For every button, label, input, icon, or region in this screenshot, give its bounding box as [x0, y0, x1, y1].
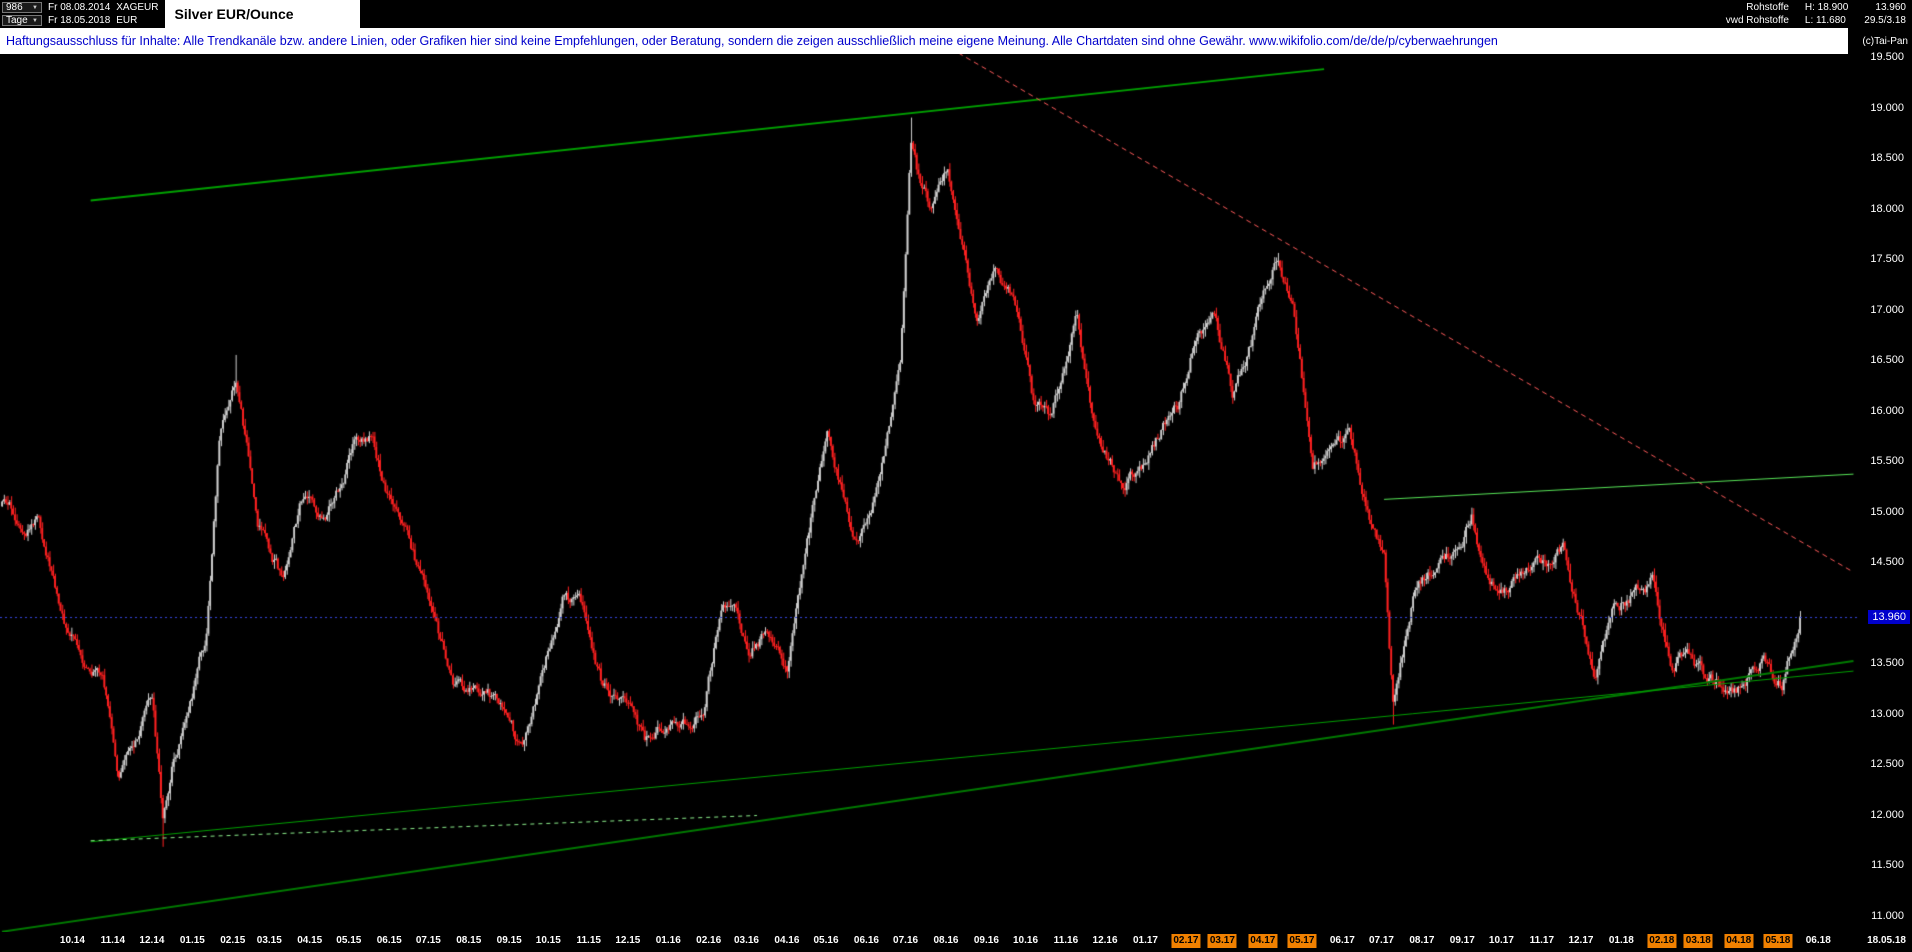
- x-axis-month-label: 06.17: [1329, 935, 1355, 946]
- x-axis-month-label: 12.17: [1568, 935, 1594, 946]
- x-axis: 10.14 11.14 12.14 01.15 02.15 03.15 04.15 05.15…: [0, 934, 1912, 950]
- x-axis-month-label: 08.15: [456, 935, 482, 946]
- x-axis-month-label: 01.15: [179, 935, 205, 946]
- x-axis-month-label: 11.17: [1529, 935, 1555, 946]
- x-axis-month-label: 02.17: [1171, 934, 1201, 948]
- x-axis-month-label: 11.15: [576, 935, 601, 946]
- x-axis-month-label: 01.18: [1608, 935, 1634, 946]
- y-axis-tick-label: 17.500: [1870, 253, 1904, 265]
- feed-name-label: Rohstoffe: [1746, 2, 1789, 13]
- current-price-tag: 13.960: [1868, 609, 1910, 624]
- x-axis-month-label: 10.15: [535, 935, 561, 946]
- x-axis-month-label: 01.17: [1132, 935, 1158, 946]
- x-axis-month-label: 02.15: [220, 935, 246, 946]
- date-to-label: Fr 18.05.2018: [48, 15, 111, 26]
- y-axis-tick-label: 12.000: [1870, 808, 1904, 821]
- currency-label: EUR: [116, 15, 138, 26]
- x-axis-month-label: 01.16: [655, 935, 681, 946]
- x-axis-month-label: 09.15: [496, 935, 522, 946]
- x-axis-month-label: 04.18: [1724, 934, 1754, 948]
- toolbar-right: Rohstoffe vwd Rohstoffe H: 18.900 L: 11.…: [1726, 0, 1912, 28]
- x-axis-month-label: 05.15: [336, 935, 362, 946]
- last-price-label: 13.960: [1875, 2, 1906, 13]
- date-from-label: Fr 08.08.2014: [48, 2, 111, 13]
- y-axis-tick-label: 13.000: [1870, 707, 1904, 720]
- y-axis-tick-label: 16.500: [1870, 354, 1904, 366]
- y-axis-tick-label: 18.500: [1870, 152, 1904, 164]
- y-axis-tick-label: 12.500: [1870, 758, 1904, 770]
- x-axis-month-label: 12.16: [1092, 935, 1118, 946]
- x-axis-month-label: 04.17: [1248, 934, 1278, 948]
- y-axis-tick-label: 19.000: [1870, 101, 1904, 114]
- period-low-label: L: 11.680: [1804, 15, 1846, 26]
- x-axis-month-label: 03.16: [733, 935, 759, 946]
- x-axis-month-label: 06.15: [376, 935, 402, 946]
- y-axis-tick-label: 15.500: [1870, 455, 1904, 467]
- y-axis-tick-label: 13.500: [1870, 657, 1904, 669]
- x-axis-month-label: 10.16: [1013, 935, 1039, 946]
- period-high-label: H: 18.900: [1804, 2, 1849, 13]
- timeframe-dropdown[interactable]: Tage ▼: [2, 15, 42, 26]
- x-axis-month-label: 04.16: [774, 935, 800, 946]
- feed-provider-label: vwd Rohstoffe: [1725, 15, 1789, 26]
- copyright-label: (c)Tai-Pan: [1848, 28, 1912, 54]
- instrument-title: Silver EUR/Ounce: [164, 0, 360, 28]
- y-axis-tick-label: 15.000: [1870, 505, 1904, 518]
- bars-count-value: 986: [6, 2, 23, 13]
- x-axis-month-label: 06.18: [1805, 935, 1831, 946]
- symbol-label: XAGEUR: [116, 2, 159, 13]
- x-axis-month-label: 05.18: [1763, 934, 1793, 948]
- x-axis-month-label: 07.16: [893, 935, 919, 946]
- bars-count-dropdown[interactable]: 986 ▼: [2, 2, 42, 13]
- x-axis-month-label: 06.16: [853, 935, 879, 946]
- y-axis-tick-label: 11.500: [1871, 859, 1904, 871]
- chevron-down-icon: ▼: [32, 17, 38, 24]
- y-axis-tick-label: 17.000: [1870, 303, 1904, 316]
- x-axis-month-label: 12.15: [615, 935, 641, 946]
- disclaimer-text: Haftungsausschluss für Inhalte: Alle Tre…: [0, 28, 1848, 54]
- y-axis-tick-label: 14.500: [1870, 556, 1904, 568]
- disclaimer-bar: Haftungsausschluss für Inhalte: Alle Tre…: [0, 28, 1912, 54]
- x-axis-month-label: 10.14: [59, 935, 85, 946]
- y-axis-tick-label: 16.000: [1870, 404, 1904, 417]
- x-axis-month-label: 05.17: [1287, 934, 1317, 948]
- x-axis-month-label: 03.17: [1207, 934, 1237, 948]
- x-axis-month-label: 11.14: [100, 935, 126, 946]
- toolbar-left: 986 ▼ Fr 08.08.2014 XAGEUR Tage ▼ Fr 18.…: [0, 0, 165, 28]
- x-axis-month-label: 02.18: [1647, 934, 1677, 948]
- x-axis-month-label: 12.14: [139, 935, 165, 946]
- price-chart-canvas[interactable]: [0, 54, 1858, 932]
- x-axis-month-label: 09.17: [1449, 935, 1475, 946]
- timeframe-value: Tage: [6, 15, 28, 26]
- x-axis-month-label: 02.16: [696, 935, 722, 946]
- x-axis-month-label: 09.16: [973, 935, 999, 946]
- y-axis-tick-label: 18.000: [1870, 202, 1904, 215]
- x-axis-month-label: 07.15: [415, 935, 441, 946]
- x-axis-month-label: 08.17: [1409, 935, 1435, 946]
- y-axis-tick-label: 11.000: [1871, 909, 1904, 922]
- x-axis-month-label: 07.17: [1368, 935, 1394, 946]
- x-axis-month-label: 04.15: [297, 935, 323, 946]
- x-axis-month-label: 11.16: [1053, 935, 1079, 946]
- last-date-label: 18.05.18: [1867, 935, 1906, 946]
- extra-info-label: 29.5/3.18: [1864, 15, 1906, 26]
- toolbar: 986 ▼ Fr 08.08.2014 XAGEUR Tage ▼ Fr 18.…: [0, 0, 1912, 28]
- chevron-down-icon: ▼: [32, 4, 38, 11]
- x-axis-month-label: 08.16: [933, 935, 959, 946]
- x-axis-month-label: 03.18: [1683, 934, 1713, 948]
- x-axis-month-label: 03.15: [256, 935, 282, 946]
- x-axis-month-label: 10.17: [1488, 935, 1514, 946]
- x-axis-month-label: 05.16: [813, 935, 839, 946]
